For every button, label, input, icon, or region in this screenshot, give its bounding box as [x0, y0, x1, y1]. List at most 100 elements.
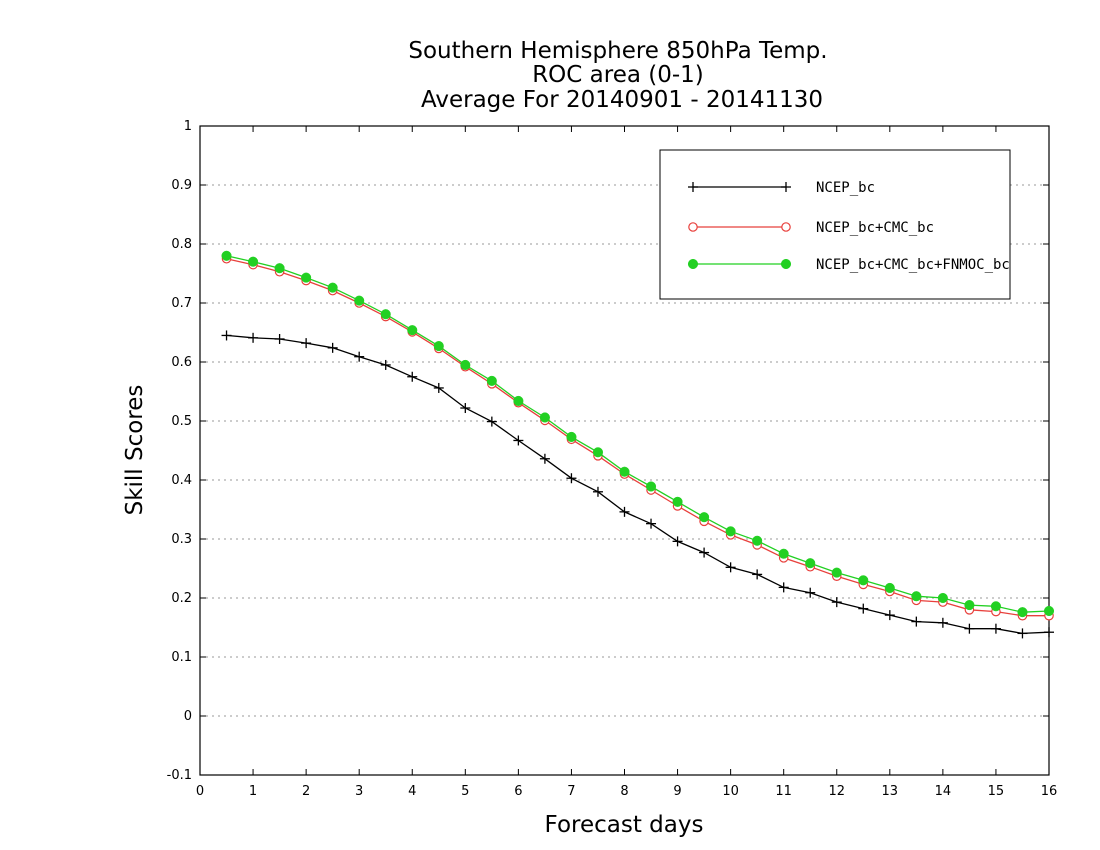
x-tick-label: 15 [988, 784, 1005, 799]
x-tick-label: 5 [461, 784, 469, 799]
data-point [619, 466, 630, 477]
y-tick-label: 1 [184, 119, 192, 134]
x-tick-label: 10 [722, 784, 739, 799]
series-line [226, 255, 1050, 613]
x-tick-label: 8 [620, 784, 628, 799]
data-point [990, 623, 1001, 634]
data-point [221, 250, 232, 261]
y-tick-label: 0.6 [171, 355, 192, 370]
data-point [592, 447, 604, 458]
data-point [752, 535, 763, 546]
y-tick-label: 0.5 [171, 414, 192, 429]
x-tick-label: 13 [882, 784, 899, 799]
x-tick-label: 11 [775, 784, 792, 799]
data-point [407, 371, 418, 382]
y-tick-label: 0.3 [171, 532, 192, 547]
data-point [460, 359, 471, 371]
data-point [778, 582, 789, 593]
x-tick-label: 1 [249, 784, 257, 799]
series-layer [221, 250, 1055, 639]
x-tick-label: 4 [408, 784, 416, 799]
x-tick-label: 6 [514, 784, 522, 799]
data-point [884, 582, 895, 594]
data-point [354, 351, 365, 362]
data-point [433, 382, 444, 393]
data-point [646, 518, 657, 529]
data-point [301, 272, 312, 283]
data-point [327, 342, 338, 353]
data-point [486, 416, 497, 427]
data-point [592, 486, 603, 497]
x-tick-label: 2 [302, 784, 310, 799]
legend: NCEP_bc NCEP_bc+CMC_bc NCEP_bc+CMC_bc+FNMO… [659, 149, 1011, 300]
data-point [566, 473, 577, 484]
data-point [539, 412, 550, 423]
legend-marker [688, 222, 698, 232]
x-tick-label: 0 [196, 784, 204, 799]
data-point [805, 587, 816, 598]
data-point [831, 597, 842, 608]
chart-title-line-1: Southern Hemisphere 850hPa Temp. [408, 38, 827, 64]
data-point [699, 512, 710, 523]
series-2 [221, 250, 1055, 618]
data-point [911, 591, 922, 602]
series-0 [221, 330, 1054, 639]
y-tick-label: 0.1 [171, 650, 192, 665]
legend-marker [687, 258, 699, 270]
data-point [407, 325, 418, 336]
legend-entry: NCEP_bc+CMC_bc+FNMOC_bc [687, 257, 1010, 273]
series-line [226, 334, 1050, 635]
chart-title-line-3: Average For 20140901 - 20141130 [421, 87, 823, 113]
x-axis-label: Forecast days [545, 812, 704, 838]
data-point [433, 341, 444, 352]
data-point [619, 506, 630, 517]
x-tick-label: 12 [828, 784, 845, 799]
series-line [226, 258, 1049, 617]
y-tick-label: 0 [184, 709, 192, 724]
data-point [1043, 605, 1055, 617]
data-point [248, 332, 259, 343]
legend-marker [781, 222, 791, 232]
data-point [778, 548, 789, 559]
legend-label: NCEP_bc [816, 180, 875, 196]
legend-marker [688, 182, 698, 192]
data-point [327, 282, 338, 293]
data-point [858, 603, 869, 614]
data-point [566, 431, 577, 442]
legend-marker [780, 258, 792, 270]
data-point [380, 309, 391, 320]
data-point [645, 481, 657, 492]
legend-entry: NCEP_bc+CMC_bc [688, 220, 934, 236]
x-tick-label: 7 [567, 784, 575, 799]
data-point [1044, 627, 1054, 638]
data-point [990, 601, 1001, 612]
legend-label: NCEP_bc+CMC_bc [816, 220, 934, 236]
x-tick-label: 3 [355, 784, 363, 799]
data-point [858, 575, 869, 586]
data-point [539, 453, 550, 464]
data-point [937, 592, 948, 604]
data-point [354, 295, 365, 306]
legend-entry: NCEP_bc [688, 180, 875, 196]
data-point [248, 256, 259, 267]
legend-box [659, 149, 1011, 300]
x-tick-label: 16 [1041, 784, 1058, 799]
data-point [221, 330, 232, 341]
data-point [672, 496, 683, 507]
data-point [699, 547, 710, 558]
data-point [672, 536, 683, 547]
data-point [725, 526, 736, 537]
chart-title-line-2: ROC area (0-1) [532, 62, 704, 88]
y-axis-label: Skill Scores [122, 385, 148, 516]
data-point [513, 395, 524, 406]
data-point [460, 403, 471, 414]
axis-ticks: -0.100.10.20.30.40.50.60.70.80.910 1 2 3 4 5 6… [167, 119, 1058, 799]
data-point [725, 562, 736, 573]
data-point [274, 333, 285, 344]
y-tick-label: 0.9 [171, 178, 192, 193]
data-point [274, 263, 285, 274]
data-point [1017, 607, 1028, 618]
data-point [380, 359, 391, 370]
x-tick-label: 9 [673, 784, 681, 799]
